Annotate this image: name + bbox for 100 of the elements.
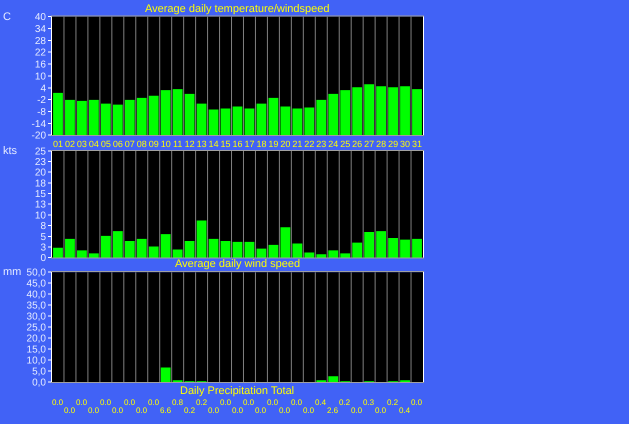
bar xyxy=(244,108,254,136)
bar xyxy=(388,238,398,258)
bar xyxy=(88,100,99,136)
x-tick-label: 18 xyxy=(256,139,266,150)
data-label: 0.0 xyxy=(220,398,232,407)
bar xyxy=(136,238,147,258)
x-tick-label: 11 xyxy=(172,139,182,150)
data-label: 0.0 xyxy=(88,406,100,415)
bar xyxy=(304,252,314,258)
bar xyxy=(65,238,75,258)
bar xyxy=(316,254,326,258)
x-tick-label: 23 xyxy=(316,139,326,150)
y-tick-label: 28 xyxy=(34,36,46,47)
data-label: 0.0 xyxy=(279,406,291,415)
bar xyxy=(364,84,374,136)
bar xyxy=(412,89,422,136)
data-label: 0.2 xyxy=(196,398,208,407)
bar xyxy=(88,253,99,258)
bar xyxy=(256,104,266,136)
bar xyxy=(65,100,75,136)
x-tick-label: 08 xyxy=(136,139,147,150)
chart-title: Average daily temperature/windspeed xyxy=(145,3,330,15)
data-label: 0.0 xyxy=(267,398,279,407)
bar xyxy=(304,108,314,136)
y-tick-label: 20 xyxy=(34,168,46,179)
data-label: 0.4 xyxy=(315,398,327,407)
data-label: 0.4 xyxy=(399,406,411,415)
x-tick-label: 25 xyxy=(340,139,350,150)
y-tick-label: 50,0 xyxy=(26,268,46,279)
bar xyxy=(400,240,410,258)
y-tick-label: -14 xyxy=(32,118,46,130)
bar xyxy=(148,246,159,258)
y-tick-label: 5,0 xyxy=(32,366,46,378)
bar xyxy=(160,90,171,136)
y-tick-label: 22 xyxy=(34,48,46,59)
bar xyxy=(112,104,123,136)
bar xyxy=(316,100,326,136)
data-label: 0.0 xyxy=(375,406,387,415)
bar xyxy=(220,240,230,258)
y-tick-label: 45,0 xyxy=(26,278,46,290)
x-tick-label: 19 xyxy=(268,139,278,150)
y-tick-label: 34 xyxy=(34,24,46,36)
y-tick-label: 23 xyxy=(34,156,46,168)
data-label: 0.0 xyxy=(136,406,148,415)
y-tick-label: 4 xyxy=(40,83,46,94)
bar xyxy=(328,94,338,136)
x-tick-label: 10 xyxy=(160,139,171,150)
y-tick-label: 13 xyxy=(34,200,46,211)
bar xyxy=(208,238,218,258)
x-tick-label: 03 xyxy=(76,139,87,150)
bar xyxy=(112,231,123,258)
bar xyxy=(364,232,374,258)
x-tick-label: 05 xyxy=(100,139,111,150)
bar xyxy=(53,248,63,258)
y-tick-label: 0 xyxy=(40,253,46,264)
y-axis-title: mm xyxy=(3,266,22,278)
y-tick-label: 0,0 xyxy=(32,378,46,389)
data-label: 0.0 xyxy=(232,406,244,415)
data-label: 0.0 xyxy=(148,398,160,407)
bar xyxy=(184,94,195,136)
y-tick-label: 8 xyxy=(40,221,46,232)
bar xyxy=(148,96,159,136)
bar xyxy=(352,242,362,258)
bar xyxy=(328,250,338,258)
bar xyxy=(124,100,135,136)
data-label: 0.0 xyxy=(291,398,303,407)
bar xyxy=(268,98,278,136)
bar xyxy=(160,234,171,258)
bar xyxy=(196,220,206,258)
data-label: 0.0 xyxy=(208,406,220,415)
data-label: 0.0 xyxy=(76,398,88,407)
y-tick-label: 10 xyxy=(34,210,46,222)
x-tick-label: 09 xyxy=(148,139,159,150)
data-label: 0.0 xyxy=(52,398,64,407)
x-tick-label: 29 xyxy=(388,139,398,150)
bar xyxy=(352,87,362,136)
x-tick-label: 28 xyxy=(376,139,386,150)
bar xyxy=(400,86,410,136)
x-tick-label: 16 xyxy=(232,139,243,150)
data-label: 0.2 xyxy=(387,398,399,407)
y-tick-label: -8 xyxy=(37,107,46,118)
bar xyxy=(160,368,171,382)
chart-title: Average daily wind speed xyxy=(175,258,300,270)
x-tick-label: 17 xyxy=(244,139,254,150)
bar xyxy=(172,89,183,136)
bar xyxy=(100,236,111,258)
bar xyxy=(256,248,266,258)
bar xyxy=(196,104,206,136)
bar xyxy=(280,227,290,258)
y-tick-label: 10 xyxy=(34,71,46,82)
bar xyxy=(232,242,242,258)
y-axis-title: kts xyxy=(3,145,18,157)
bar xyxy=(124,240,135,258)
x-tick-label: 13 xyxy=(196,139,207,150)
data-label: 0.0 xyxy=(64,406,76,415)
bar xyxy=(412,238,422,258)
x-tick-label: 07 xyxy=(124,139,135,150)
bar xyxy=(53,92,63,136)
data-label: 0.3 xyxy=(363,398,375,407)
bar xyxy=(172,250,183,258)
